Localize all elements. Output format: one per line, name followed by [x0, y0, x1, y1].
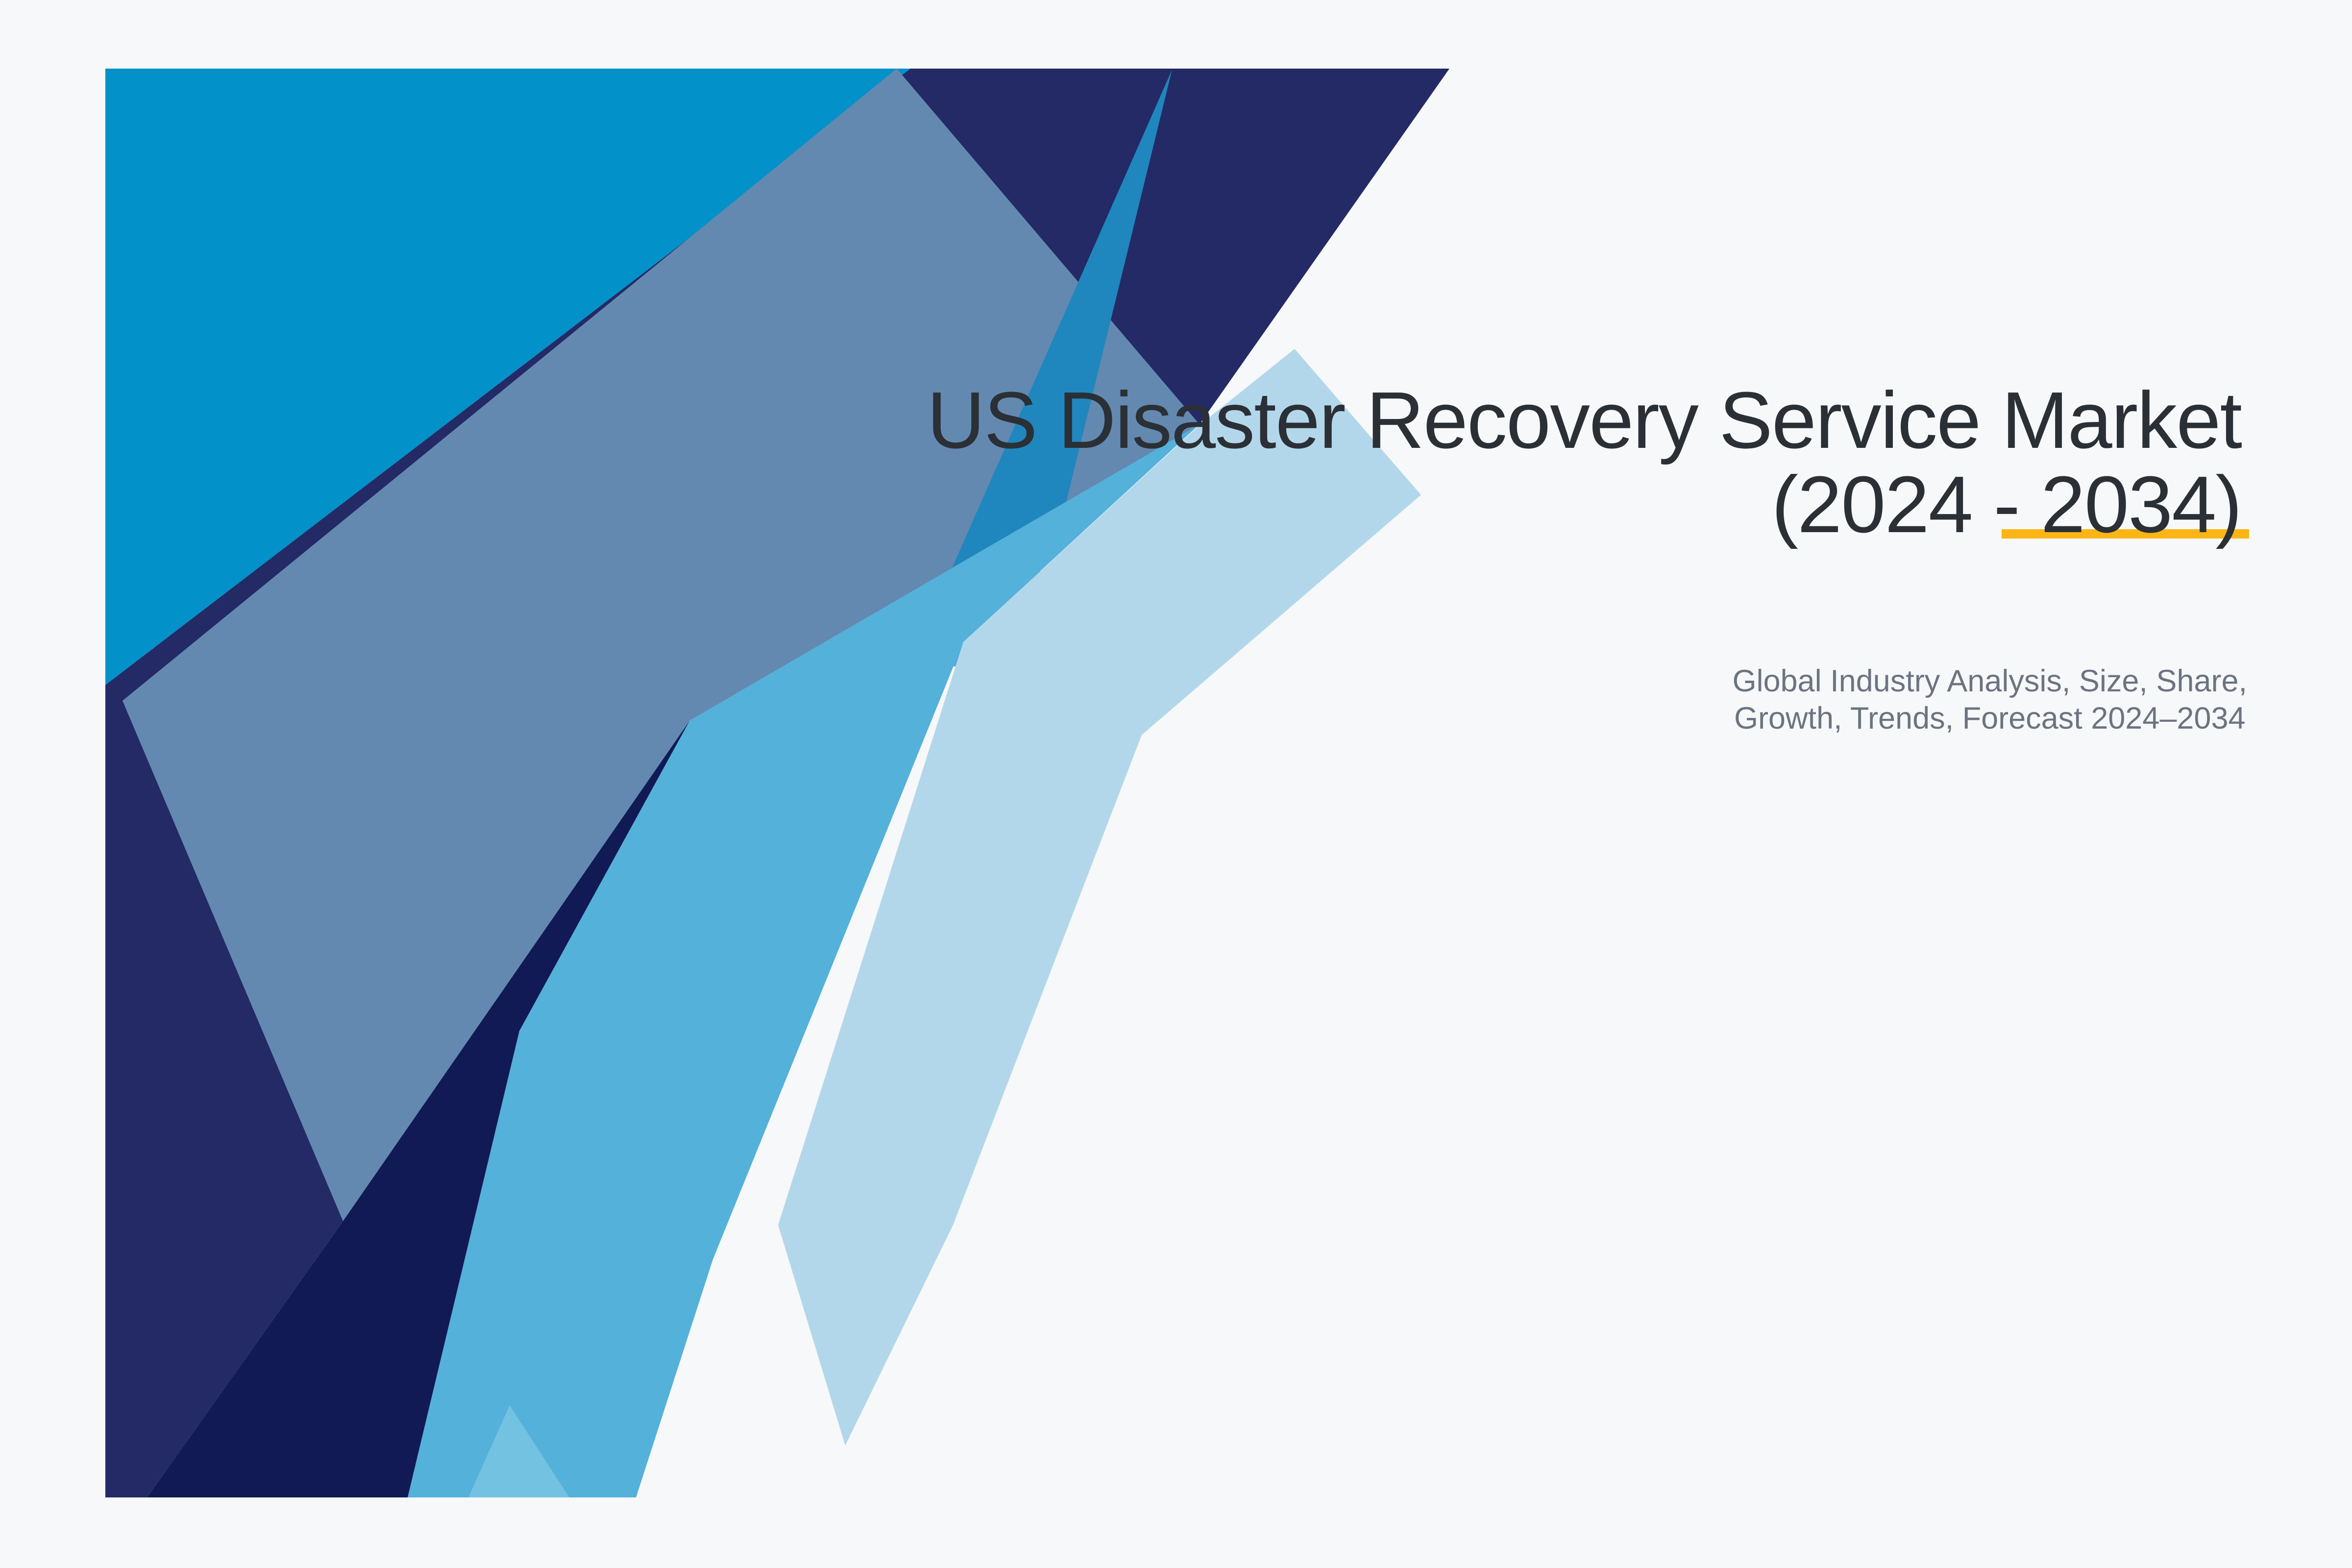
page-subtitle-line1: Global Industry Analysis, Size, Share,	[1732, 664, 2247, 698]
pale-wedge	[778, 349, 1421, 1446]
page-title-line1: US Disaster Recovery Service Market	[927, 375, 2242, 465]
page-subtitle: Global Industry Analysis, Size, Share, G…	[1732, 662, 2247, 737]
sky-light-wedge	[468, 1405, 569, 1497]
sky-band	[408, 424, 1200, 1497]
page-subtitle-line2: Growth, Trends, Forecast 2024–2034	[1734, 701, 2246, 735]
cerulean-spike	[952, 70, 1172, 568]
page-title: US Disaster Recovery Service Market (202…	[927, 375, 2242, 549]
dark-navy-spike	[147, 720, 690, 1497]
slate-quad	[122, 69, 1200, 1221]
page-title-line2: (2024 - 2034)	[1771, 460, 2242, 549]
title-year-underline	[2002, 529, 2249, 539]
